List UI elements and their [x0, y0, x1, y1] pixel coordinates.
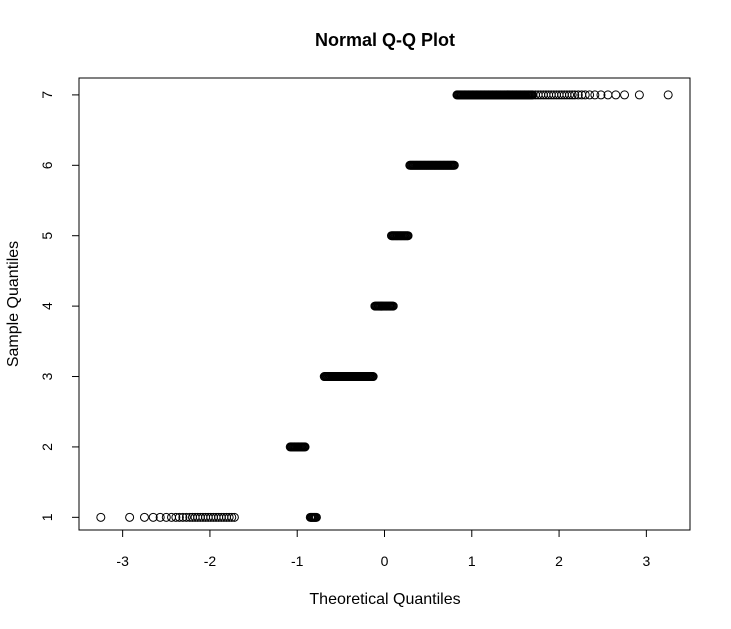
- qq-point: [368, 372, 378, 382]
- qq-point: [663, 90, 673, 100]
- y-tick-label: 4: [39, 302, 55, 310]
- y-axis: 1 2 3 4 5 6 7: [39, 91, 80, 521]
- x-tick-label: 3: [642, 553, 650, 569]
- qq-point: [611, 90, 621, 100]
- qq-point: [403, 231, 413, 241]
- qq-point: [229, 512, 239, 522]
- qq-point: [224, 512, 234, 522]
- qq-point: [171, 512, 181, 522]
- qq-point: [227, 512, 237, 522]
- y-tick-label: 1: [39, 513, 55, 521]
- y-tick-label: 2: [39, 443, 55, 451]
- x-tick-label: 1: [468, 553, 476, 569]
- x-tick-label: -1: [291, 553, 304, 569]
- qq-point: [585, 90, 595, 100]
- y-tick-label: 5: [39, 232, 55, 240]
- chart-title: Normal Q-Q Plot: [315, 30, 455, 50]
- y-tick-label: 7: [39, 91, 55, 99]
- x-tick-label: 2: [555, 553, 563, 569]
- qq-point: [580, 90, 590, 100]
- qq-point: [570, 90, 580, 100]
- qq-point: [161, 512, 171, 522]
- x-tick-label: -2: [204, 553, 217, 569]
- qq-point: [300, 442, 310, 452]
- qq-point: [590, 90, 600, 100]
- qq-point: [155, 512, 165, 522]
- data-points: [96, 90, 673, 522]
- qq-point: [96, 512, 106, 522]
- qq-point: [620, 90, 630, 100]
- qq-point: [125, 512, 135, 522]
- qq-point: [565, 90, 575, 100]
- qq-point: [139, 512, 149, 522]
- qq-point: [181, 512, 191, 522]
- qq-point: [449, 160, 459, 170]
- y-tick-label: 6: [39, 161, 55, 169]
- y-tick-label: 3: [39, 372, 55, 380]
- qq-point: [311, 512, 321, 522]
- x-tick-label: 0: [381, 553, 389, 569]
- y-axis-label: Sample Quantiles: [5, 241, 22, 367]
- qq-point: [148, 512, 158, 522]
- qq-point: [388, 301, 398, 311]
- qq-point: [567, 90, 577, 100]
- qq-point: [634, 90, 644, 100]
- qq-point: [573, 90, 583, 100]
- x-axis-label: Theoretical Quantiles: [309, 591, 460, 608]
- x-tick-label: -3: [116, 553, 129, 569]
- qq-point: [596, 90, 606, 100]
- qq-point: [178, 512, 188, 522]
- qq-point: [174, 512, 184, 522]
- x-axis: -3 -2 -1 0 1 2 3: [116, 529, 650, 569]
